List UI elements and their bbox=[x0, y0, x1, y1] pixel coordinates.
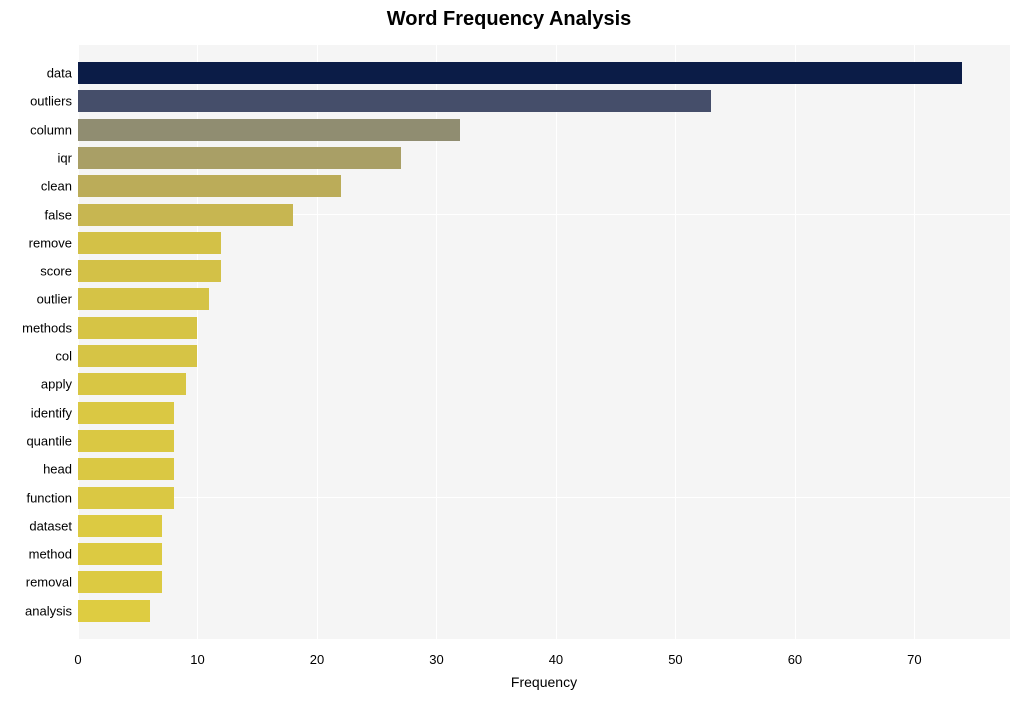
grid-row-band bbox=[78, 441, 1010, 469]
grid-vline bbox=[795, 36, 796, 646]
y-tick-label: analysis bbox=[25, 603, 78, 618]
y-tick-label: methods bbox=[22, 320, 78, 335]
x-tick-label: 30 bbox=[429, 646, 443, 667]
y-tick-label: method bbox=[29, 547, 78, 562]
y-tick-label: head bbox=[43, 462, 78, 477]
y-tick-label: removal bbox=[26, 575, 78, 590]
bar bbox=[78, 147, 401, 169]
grid-row-band bbox=[78, 469, 1010, 497]
y-tick-label: false bbox=[45, 207, 78, 222]
y-tick-label: outlier bbox=[37, 292, 78, 307]
bar bbox=[78, 515, 162, 537]
bar bbox=[78, 260, 221, 282]
bar bbox=[78, 62, 962, 84]
bar bbox=[78, 119, 460, 141]
bar bbox=[78, 543, 162, 565]
grid-row-band bbox=[78, 328, 1010, 356]
bar bbox=[78, 458, 174, 480]
bar bbox=[78, 487, 174, 509]
x-tick-label: 60 bbox=[788, 646, 802, 667]
grid-row-band bbox=[78, 384, 1010, 412]
bar bbox=[78, 90, 711, 112]
bar bbox=[78, 288, 209, 310]
grid-row-band bbox=[78, 356, 1010, 384]
grid-vline bbox=[556, 36, 557, 646]
bar bbox=[78, 204, 293, 226]
y-tick-label: col bbox=[55, 349, 78, 364]
x-tick-label: 20 bbox=[310, 646, 324, 667]
bar bbox=[78, 402, 174, 424]
bar bbox=[78, 600, 150, 622]
bar bbox=[78, 430, 174, 452]
x-tick-label: 40 bbox=[549, 646, 563, 667]
grid-row-band bbox=[78, 582, 1010, 610]
y-tick-label: iqr bbox=[58, 150, 78, 165]
y-tick-label: identify bbox=[31, 405, 78, 420]
y-tick-label: quantile bbox=[26, 433, 78, 448]
grid-vline bbox=[914, 36, 915, 646]
y-tick-label: score bbox=[40, 264, 78, 279]
chart-title: Word Frequency Analysis bbox=[8, 8, 1010, 31]
x-axis-label: Frequency bbox=[511, 646, 577, 690]
bar bbox=[78, 317, 197, 339]
y-tick-label: column bbox=[30, 122, 78, 137]
grid-vline bbox=[675, 36, 676, 646]
bar bbox=[78, 373, 186, 395]
bar bbox=[78, 175, 341, 197]
bar bbox=[78, 345, 197, 367]
x-tick-label: 50 bbox=[668, 646, 682, 667]
y-tick-label: clean bbox=[41, 179, 78, 194]
y-tick-label: apply bbox=[41, 377, 78, 392]
bar bbox=[78, 571, 162, 593]
y-tick-label: outliers bbox=[30, 94, 78, 109]
grid-row-band bbox=[78, 413, 1010, 441]
grid-row-band bbox=[78, 498, 1010, 526]
grid-row-band bbox=[78, 526, 1010, 554]
chart-container: Word Frequency Analysis Frequency dataou… bbox=[0, 0, 1018, 701]
y-tick-label: dataset bbox=[29, 518, 78, 533]
grid-row-band bbox=[78, 611, 1010, 639]
grid-row-band bbox=[78, 554, 1010, 582]
bar bbox=[78, 232, 221, 254]
y-tick-label: remove bbox=[29, 235, 78, 250]
y-tick-label: function bbox=[26, 490, 78, 505]
x-tick-label: 70 bbox=[907, 646, 921, 667]
y-tick-label: data bbox=[47, 66, 78, 81]
plot-area: Frequency dataoutlierscolumniqrcleanfals… bbox=[78, 36, 1010, 646]
grid-row-band bbox=[78, 299, 1010, 327]
x-tick-label: 0 bbox=[74, 646, 81, 667]
x-tick-label: 10 bbox=[190, 646, 204, 667]
